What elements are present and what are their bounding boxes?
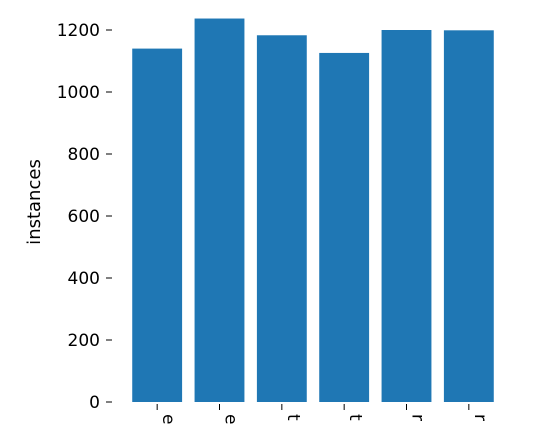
x-tick-label: t [345, 414, 365, 421]
x-tick-label: t [283, 414, 303, 421]
x-tick-label: e [221, 414, 241, 424]
x-tick-label: r [470, 414, 490, 421]
bar [381, 30, 432, 402]
bar [256, 35, 307, 403]
bars [132, 18, 494, 403]
y-tick-label: 1000 [57, 83, 100, 103]
x-tick-label: r [408, 414, 428, 421]
bar [319, 52, 370, 402]
y-tick-label: 400 [68, 269, 100, 289]
bar [194, 18, 245, 403]
y-tick-label: 800 [68, 145, 100, 165]
y-tick-label: 600 [68, 207, 100, 227]
y-tick-label: 0 [89, 393, 100, 413]
y-axis-label: instances [24, 159, 45, 245]
y-tick-label: 1200 [57, 21, 100, 41]
y-axis: 0 200 400 600 800 1000 1200 [57, 21, 112, 413]
bar [132, 48, 183, 402]
bar [443, 30, 494, 403]
y-tick-label: 200 [68, 331, 100, 351]
x-tick-label: e [158, 414, 178, 424]
